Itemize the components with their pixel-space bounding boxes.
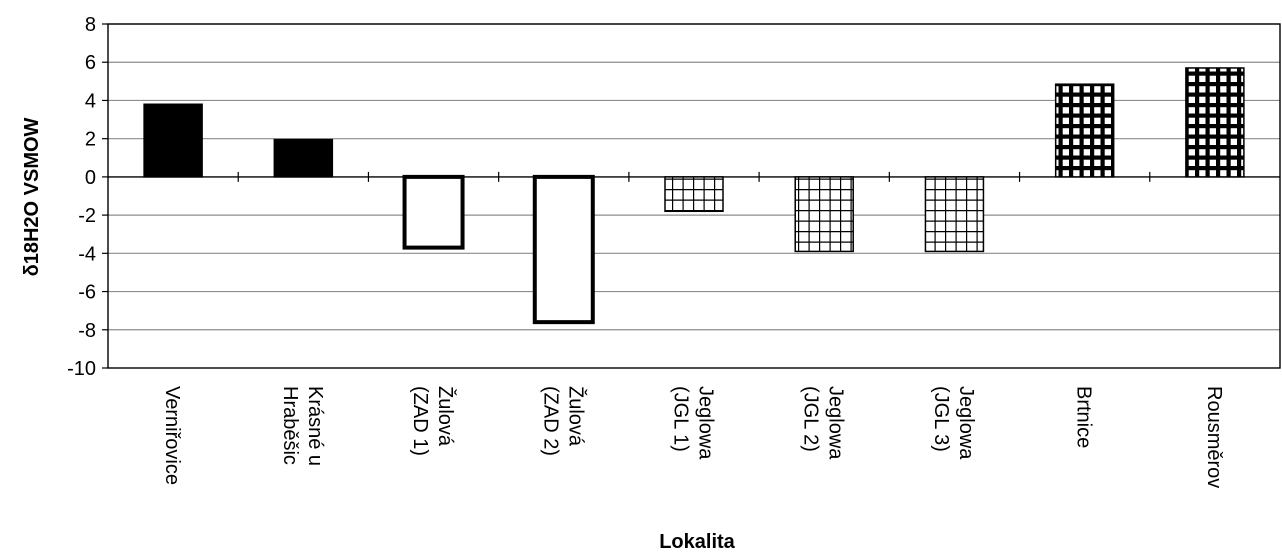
plot-frame: [107, 23, 1281, 369]
bar: [143, 103, 203, 178]
plot-area: 8 6 4 2 0 -2 -4 -6 -8 -10 Verniřovice Krásné uHrabě…: [67, 14, 1281, 488]
x-tick-label: Jeglowa: [955, 386, 977, 460]
y-tick-label: -8: [78, 320, 96, 342]
bar: [273, 138, 334, 178]
bar: [402, 174, 465, 250]
x-tick-label: Hraběšic: [279, 386, 301, 465]
x-tick-label: Verniřovice: [161, 386, 183, 485]
bar: [532, 174, 595, 325]
x-tick-label: (ZAD 1): [409, 386, 431, 456]
y-tick-label: -4: [78, 243, 96, 265]
x-tick-label: (JGL 2): [800, 386, 822, 452]
x-tick-label: Jeglowa: [695, 386, 717, 460]
x-tick-label: Žulová: [564, 386, 587, 447]
y-tick-label: -6: [78, 282, 96, 304]
x-tick-label: Rousměrov: [1203, 386, 1225, 488]
bar: [794, 176, 854, 253]
bar: [1185, 67, 1245, 178]
x-tick-label: Brtnice: [1073, 386, 1095, 448]
bar: [1054, 83, 1115, 178]
bar: [664, 176, 724, 213]
x-tick-label: (ZAD 2): [539, 386, 561, 456]
y-tick-label: -2: [78, 205, 96, 227]
y-tick-label: 6: [85, 52, 96, 74]
x-tick-label: Žulová: [434, 386, 457, 447]
x-tick-label: (JGL 3): [930, 386, 952, 452]
y-tick-label: 0: [85, 167, 96, 189]
y-tick-label: 4: [85, 90, 96, 112]
x-axis-title: Lokalita: [659, 531, 735, 553]
bar: [924, 176, 985, 253]
x-tick-label: Krásné u: [304, 386, 326, 466]
y-tick-label: -10: [67, 358, 96, 380]
x-tick-label: (JGL 1): [670, 386, 692, 452]
x-tick-label: Jeglowa: [825, 386, 847, 460]
y-axis-title: δ18H2O VSMOW: [21, 117, 43, 276]
y-tick-label: 8: [85, 14, 96, 36]
y-tick-label: 2: [85, 129, 96, 151]
